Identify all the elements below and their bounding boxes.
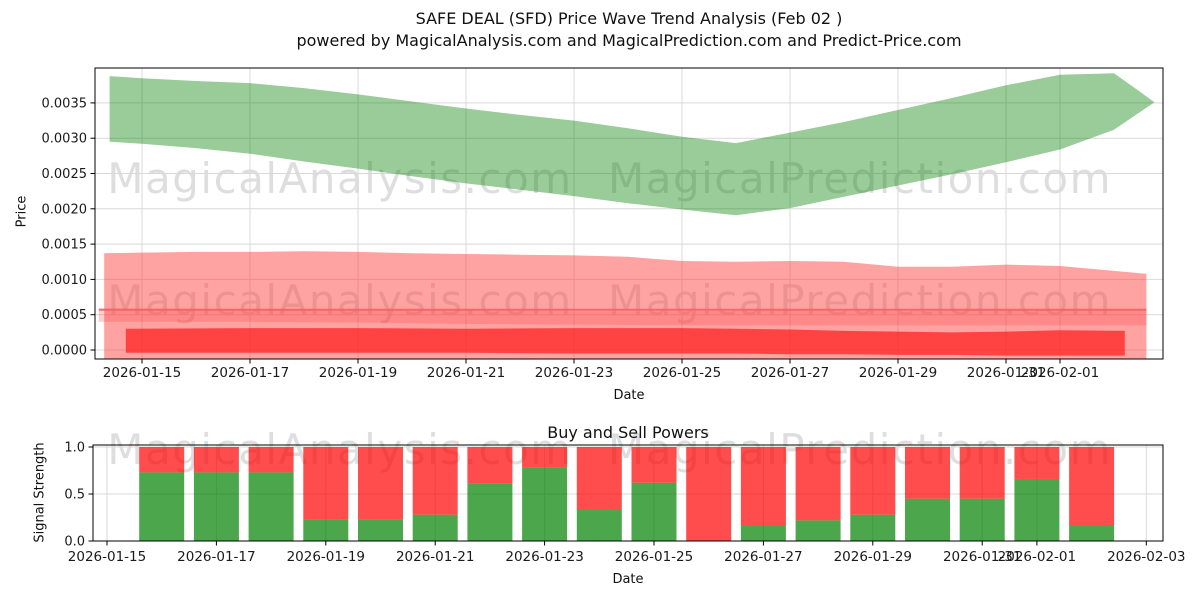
- signal-strength-axis-label: Signal Strength: [32, 442, 48, 543]
- figure-title-block: SAFE DEAL (SFD) Price Wave Trend Analysi…: [95, 8, 1163, 52]
- bar-sell-segment: [795, 447, 841, 521]
- x-tick-label: 2026-01-25: [643, 365, 721, 381]
- date-axis-label-top: Date: [613, 388, 645, 403]
- x-tick-label: 2026-01-27: [724, 549, 802, 565]
- x-tick-label: 2026-01-23: [535, 365, 613, 381]
- watermark-magicalprediction-0: MagicalPrediction.com: [608, 154, 1112, 203]
- bar-buy-segment: [412, 514, 458, 541]
- x-tick-label: 2026-01-31: [943, 549, 1021, 565]
- watermark-magicalanalysis-1: MagicalAnalysis.com: [107, 276, 572, 325]
- bar-sell-segment: [412, 447, 458, 515]
- y-tick-label: 0.0000: [42, 344, 88, 359]
- x-tick-label: 2026-02-03: [1107, 549, 1185, 565]
- signal-band-red: [125, 328, 1125, 356]
- bar-buy-segment: [248, 472, 294, 541]
- bar-sell-segment: [1014, 447, 1060, 479]
- price-bands: [98, 73, 1155, 359]
- bar-sell-segment: [686, 447, 732, 541]
- bar-buy-segment: [576, 509, 622, 541]
- buy-sell-chart: 2026-01-15 2026-01-17 2026-01-19 2026-01-21…: [64, 441, 1185, 566]
- x-tick-label: 2026-01-19: [319, 365, 397, 381]
- support-band-mid: [98, 308, 1147, 326]
- x-tick-label: 2026-01-23: [505, 549, 583, 565]
- price-axis-label: Price: [14, 195, 30, 228]
- x-tick-label: 2026-01-21: [396, 549, 474, 565]
- buy-sell-powers-title: Buy and Sell Powers: [547, 423, 709, 442]
- bar-sell-segment: [467, 447, 513, 484]
- bar-sell-segment: [522, 447, 568, 468]
- bar-sell-segment: [959, 447, 1005, 499]
- x-tick-label: 2026-01-17: [177, 549, 255, 565]
- y-tick-label: 0.0005: [42, 308, 88, 323]
- bar-buy-segment: [740, 525, 786, 541]
- x-tick-label: 2026-01-31: [967, 365, 1045, 381]
- bar-sell-segment: [850, 447, 896, 515]
- bar-sell-segment: [193, 447, 239, 473]
- bar-buy-segment: [139, 472, 185, 541]
- x-tick-label: 2026-01-15: [103, 365, 181, 381]
- price-chart: 2026-01-15 2026-01-17 2026-01-19 2026-01-21…: [42, 67, 1164, 381]
- bar-sell-segment: [905, 447, 950, 499]
- bar-buy-segment: [850, 514, 896, 541]
- upper-trend-band: [109, 73, 1155, 216]
- bar-sell-segment: [303, 447, 349, 520]
- watermark-magicalanalysis-0: MagicalAnalysis.com: [107, 154, 572, 203]
- x-tick-label: 2026-01-19: [287, 549, 365, 565]
- figure-title: SAFE DEAL (SFD) Price Wave Trend Analysi…: [415, 9, 843, 28]
- y-tick-label: 0.0025: [42, 167, 88, 182]
- x-tick-label: 2026-01-17: [211, 365, 289, 381]
- buy-sell-chart-spines: [92, 444, 1164, 542]
- bar-sell-segment: [358, 447, 403, 520]
- y-tick-label: 0.0010: [42, 273, 88, 288]
- bar-sell-segment: [248, 447, 294, 473]
- bar-buy-segment: [358, 519, 403, 541]
- bar-sell-segment: [1069, 447, 1115, 526]
- x-tick-label: 2026-02-01: [998, 549, 1076, 565]
- y-tick-label: 0.0035: [42, 96, 88, 111]
- bar-buy-segment: [303, 519, 349, 541]
- bar-buy-segment: [905, 498, 950, 541]
- date-axis-label-bottom: Date: [612, 572, 644, 587]
- watermark-magicalprediction-1: MagicalPrediction.com: [608, 276, 1112, 325]
- x-tick-label: 2026-01-27: [751, 365, 829, 381]
- x-tick-label: 2026-01-29: [859, 365, 937, 381]
- x-tick-label: 2026-02-01: [1021, 365, 1099, 381]
- bar-sell-segment: [740, 447, 786, 526]
- bar-buy-segment: [1014, 478, 1060, 541]
- y-tick-label: 1.0: [64, 441, 85, 456]
- y-tick-label: 0.0: [64, 535, 85, 550]
- x-tick-label: 2026-01-25: [615, 549, 693, 565]
- x-tick-label: 2026-01-21: [427, 365, 505, 381]
- bar-buy-segment: [1069, 525, 1115, 541]
- y-tick-label: 0.5: [64, 488, 85, 503]
- bar-sell-segment: [631, 447, 677, 483]
- price-chart-spines: [94, 67, 1164, 360]
- bar-buy-segment: [631, 482, 677, 541]
- bar-buy-segment: [795, 520, 841, 541]
- bar-buy-segment: [959, 498, 1005, 541]
- bar-buy-segment: [467, 483, 513, 541]
- x-tick-label: 2026-01-15: [68, 549, 146, 565]
- bar-sell-segment: [576, 447, 622, 510]
- bar-sell-segment: [139, 447, 185, 473]
- buy-sell-bars: [139, 447, 1115, 541]
- bar-buy-segment: [522, 467, 568, 541]
- y-tick-label: 0.0020: [42, 202, 88, 217]
- y-tick-label: 0.0030: [42, 132, 88, 147]
- y-tick-label: 0.0015: [42, 238, 88, 253]
- bar-buy-segment: [193, 472, 239, 541]
- x-tick-label: 2026-01-29: [834, 549, 912, 565]
- figure-subtitle: powered by MagicalAnalysis.com and Magic…: [296, 31, 962, 50]
